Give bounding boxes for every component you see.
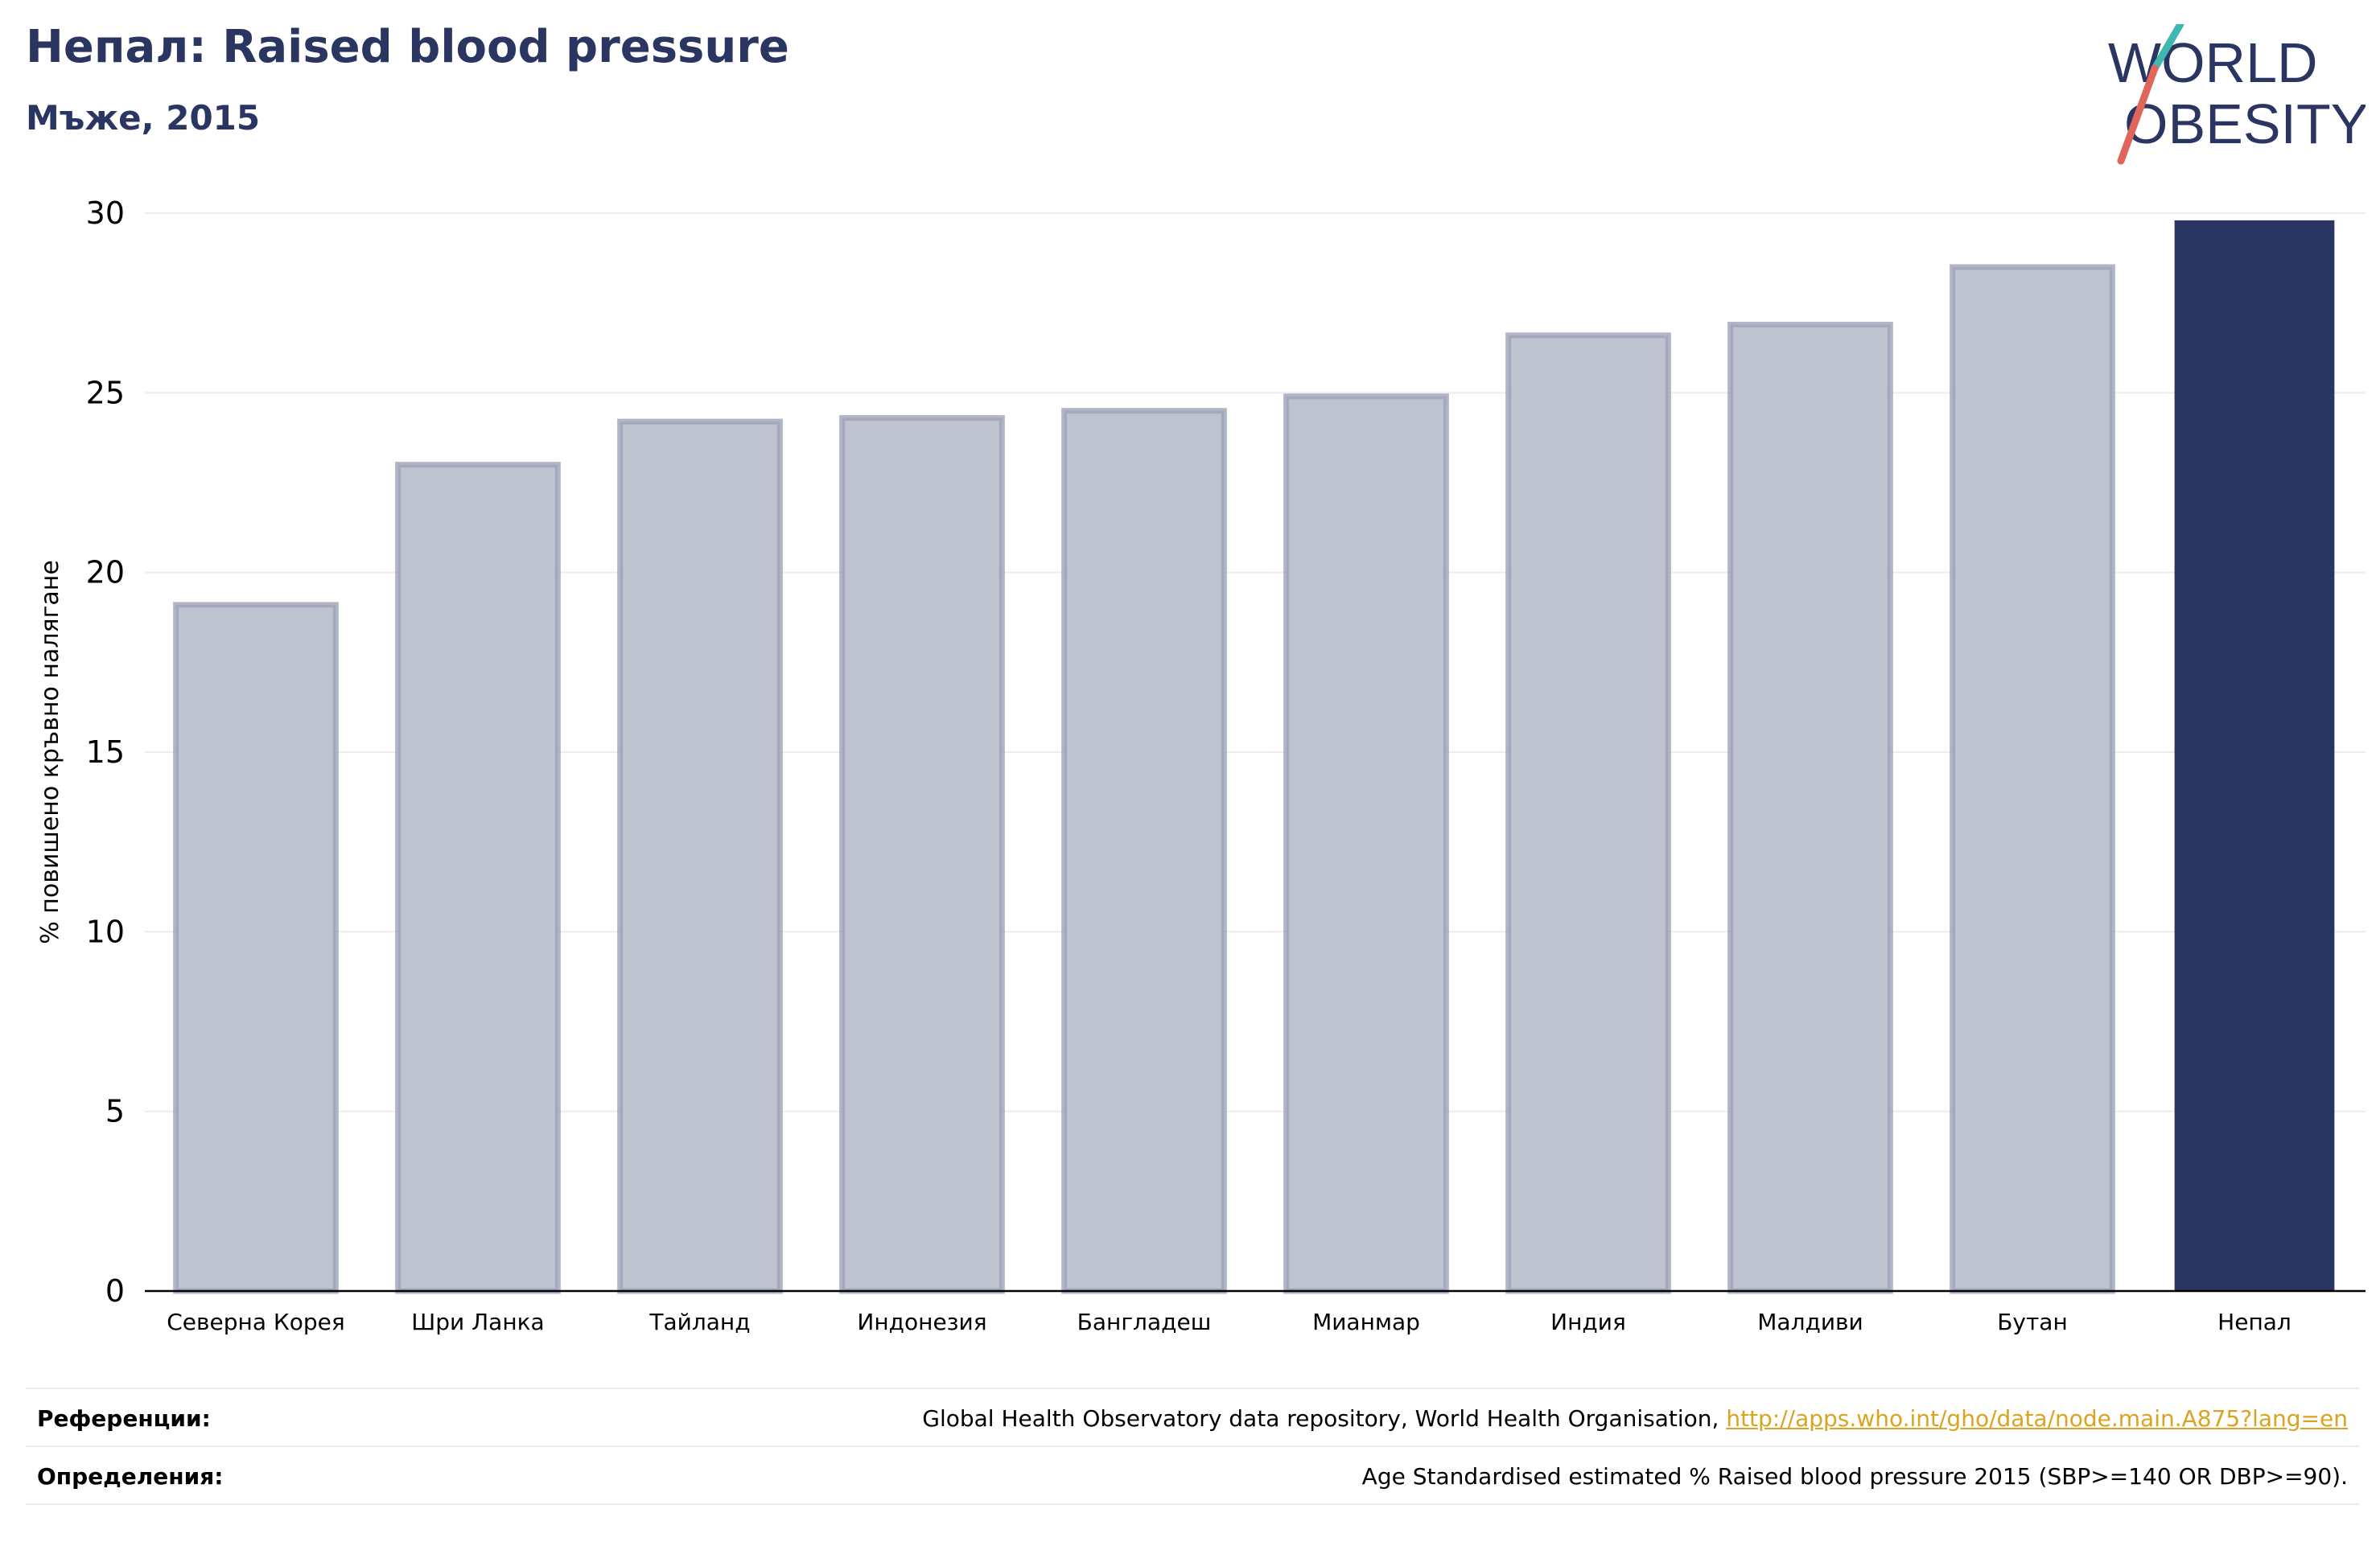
x-tick-label: Индонезия [857, 1309, 986, 1335]
logo-line1: WORLD [2108, 31, 2318, 94]
x-tick-label: Тайланд [649, 1309, 750, 1335]
logo-slash-teal [2151, 24, 2184, 72]
bar-chart: 0 5 10 15 20 25 30 % повишено кръвно налягане Се… [36, 195, 2366, 1335]
definitions-label: Определения: [37, 1463, 224, 1490]
bar [1283, 393, 1449, 1294]
footer-divider-bottom [26, 1503, 2359, 1505]
y-tick-label: 20 [86, 555, 125, 590]
y-axis-label: % повишено кръвно налягане [36, 560, 64, 944]
bar [1950, 264, 2115, 1294]
references-label: Референции: [37, 1405, 211, 1432]
y-tick-label: 0 [105, 1273, 125, 1309]
page-subtitle: Мъже, 2015 [26, 98, 261, 138]
footer-divider-middle [26, 1445, 2359, 1447]
definitions-row: Определения: Age Standardised estimated … [26, 1447, 2359, 1503]
logo-slash-red [2117, 64, 2159, 165]
y-tick-label: 25 [86, 375, 125, 410]
bar [1727, 321, 1893, 1294]
bar [1505, 332, 1671, 1294]
y-tick-label: 10 [86, 914, 125, 949]
x-tick-label: Индия [1550, 1309, 1626, 1335]
y-tick-label: 30 [86, 195, 125, 231]
page-title: Непал: Raised blood pressure [26, 21, 789, 73]
x-tick-label: Бутан [1997, 1309, 2068, 1335]
logo-line2: OBESITY [2124, 93, 2366, 155]
references-row: Референции: Global Health Observatory da… [26, 1389, 2359, 1445]
bar [1061, 408, 1227, 1294]
bar [2174, 220, 2335, 1291]
footer-divider-top [26, 1388, 2359, 1389]
bar [839, 415, 1005, 1294]
bar [395, 462, 561, 1294]
bar [173, 602, 339, 1294]
references-text: Global Health Observatory data repositor… [922, 1405, 1727, 1432]
x-tick-label: Малдиви [1757, 1309, 1863, 1335]
x-tick-label: Мианмар [1312, 1309, 1420, 1335]
y-tick-label: 15 [86, 734, 125, 770]
references-link[interactable]: http://apps.who.int/gho/data/node.main.A… [1726, 1405, 2348, 1432]
y-tick-label: 5 [105, 1094, 125, 1129]
x-tick-label: Северна Корея [167, 1309, 345, 1335]
definitions-value: Age Standardised estimated % Raised bloo… [1361, 1463, 2348, 1490]
x-tick-label: Бангладеш [1077, 1309, 1212, 1335]
x-tick-label: Шри Ланка [411, 1309, 544, 1335]
x-tick-label: Непал [2217, 1309, 2291, 1335]
bar [617, 418, 783, 1294]
world-obesity-logo: WORLD OBESITY [2108, 24, 2366, 165]
references-value: Global Health Observatory data repositor… [922, 1405, 2348, 1432]
